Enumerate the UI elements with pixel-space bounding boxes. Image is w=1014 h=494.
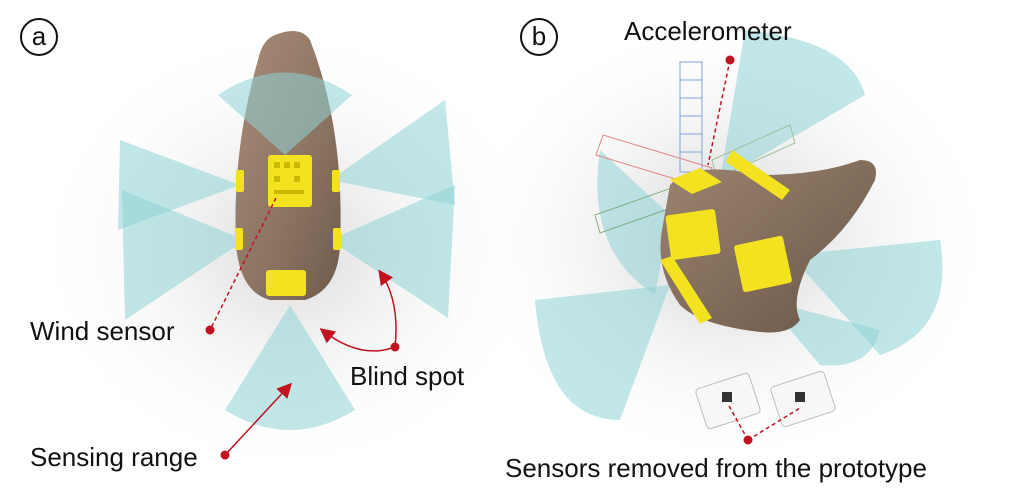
removed-dot: [743, 435, 753, 445]
blind-spot-arrow-up: [378, 269, 397, 348]
sensing-cone-b-left: [597, 150, 670, 295]
wind-sensor-leader: [209, 197, 277, 331]
panel-b-label: b: [520, 18, 558, 56]
sensing-cones-a: [118, 100, 455, 430]
sensing-cone-rear: [225, 305, 355, 430]
sensing-cone-b-right: [790, 240, 943, 355]
blind-spot-label: Blind spot: [350, 361, 465, 391]
sensing-range-dot: [220, 450, 230, 460]
side-sensor-boards: [235, 170, 341, 250]
panel-a-label: a: [20, 18, 58, 56]
sensors-removed-label: Sensors removed from the prototype: [505, 453, 927, 483]
removed-sensor-chip-2: [795, 392, 805, 402]
removed-leader-right: [747, 407, 801, 441]
annotations-a: [205, 197, 400, 460]
sensing-range-label: Sensing range: [30, 442, 198, 472]
accelerometer-dot: [725, 55, 735, 65]
panel-b-scene: [460, 10, 1000, 470]
blind-spot-dot: [390, 342, 400, 352]
annotations-b: [707, 55, 801, 445]
sensing-cone-b-lower-left: [535, 285, 670, 420]
accelerometer-leader: [707, 59, 731, 166]
sensing-cone-b-top: [720, 30, 865, 180]
wind-sensor-dot: [205, 325, 215, 335]
wind-sensor-pads: [274, 162, 304, 194]
panel-a-scene: [30, 20, 550, 480]
sensing-cone-left-lower: [122, 190, 245, 320]
sensing-cone-right-lower: [330, 185, 455, 318]
sensing-range-arrow: [224, 382, 293, 456]
removed-sensor-chip-1: [722, 392, 732, 402]
blind-spot-arrow-left: [319, 328, 396, 352]
sensing-cone-front: [218, 72, 352, 155]
wind-sensor-label: Wind sensor: [30, 316, 175, 346]
sensor-boards-b: [660, 150, 792, 324]
accelerometer-label: Accelerometer: [624, 16, 792, 46]
removed-sensors: [695, 370, 836, 430]
rear-sensor-board: [266, 270, 306, 296]
sensing-cone-right-upper: [330, 100, 455, 205]
